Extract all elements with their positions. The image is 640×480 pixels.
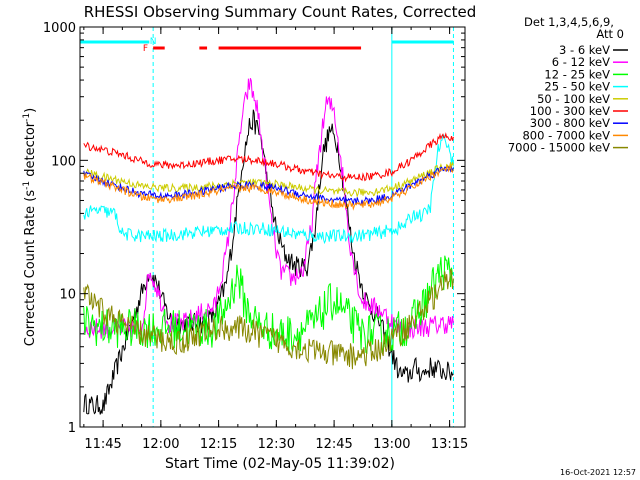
flag-bar-segment: [199, 46, 208, 50]
legend-entry-label: 25 - 50 keV: [544, 80, 610, 94]
series-line-25-50-kev: [83, 134, 454, 245]
series-line-6-12-kev: [83, 78, 454, 340]
flag-bar-segment: [153, 46, 165, 50]
legend-entry-label: 300 - 800 keV: [530, 116, 610, 130]
flag-bars: FN: [80, 37, 454, 54]
x-tick-label: 12:45: [315, 437, 352, 452]
legend-entry-label: 6 - 12 keV: [552, 55, 610, 69]
y-tick-label: 1: [68, 421, 76, 436]
legend-entry-label: 12 - 25 keV: [544, 67, 610, 81]
legend-entry-label: 3 - 6 keV: [559, 43, 610, 57]
x-axis-label: Start Time (02-May-05 11:39:02): [165, 456, 395, 472]
legend-header-detectors: Det 1,3,4,5,6,9,: [524, 15, 614, 29]
flag-mark-label: N: [150, 37, 157, 47]
x-tick-label: 12:15: [200, 437, 237, 452]
y-tick-label: 1000: [43, 21, 76, 36]
x-tick-label: 11:45: [84, 437, 121, 452]
y-axis-label-end: ): [23, 108, 38, 113]
y-axis-label: Corrected Count Rate (s-1 detector-1): [22, 108, 38, 346]
legend-entry-label: 50 - 100 keV: [537, 92, 610, 106]
x-tick-label: 13:00: [373, 437, 410, 452]
flag-bar-segment: [80, 40, 150, 44]
y-axis-label-mid: detector: [23, 121, 38, 181]
series-line-800-7000-kev: [83, 164, 454, 211]
legend-entry-label: 100 - 300 keV: [530, 104, 610, 118]
series-line-100-300-kev: [83, 132, 454, 183]
legend-entry-label: 7000 - 15000 keV: [508, 141, 610, 155]
x-tick-label: 13:15: [431, 437, 468, 452]
y-axis-label-superscript-2: -1: [22, 113, 32, 122]
y-tick-label: 10: [59, 288, 76, 303]
flag-bar-segment: [218, 46, 362, 50]
series-line-50-100-kev: [83, 161, 454, 199]
plot-frame: [79, 26, 466, 428]
y-axis-label-main: Corrected Count Rate (s: [23, 190, 38, 347]
series-lines: [83, 78, 454, 415]
series-line-7000-15000-kev: [83, 268, 454, 370]
flag-bar-segment: [391, 40, 454, 44]
axis-tick-labels: 11:45 12:00 12:15 12:30 12:45 13:00 13:15 1 10 10…: [43, 21, 468, 452]
legend-entry-label: 800 - 7000 keV: [522, 128, 610, 142]
legend-header-attenuator: Att 0: [596, 27, 624, 41]
y-tick-label: 100: [51, 154, 76, 169]
marker-lines: [152, 27, 454, 427]
chart-title: RHESSI Observing Summary Count Rates, Co…: [84, 3, 477, 21]
x-tick-label: 12:30: [258, 437, 295, 452]
flag-bar-label: F: [143, 44, 148, 54]
axis-ticks: [80, 26, 465, 428]
y-axis-label-superscript-1: -1: [22, 181, 32, 190]
generation-timestamp: 16-Oct-2021 12:57: [560, 468, 636, 477]
x-tick-label: 12:00: [142, 437, 179, 452]
